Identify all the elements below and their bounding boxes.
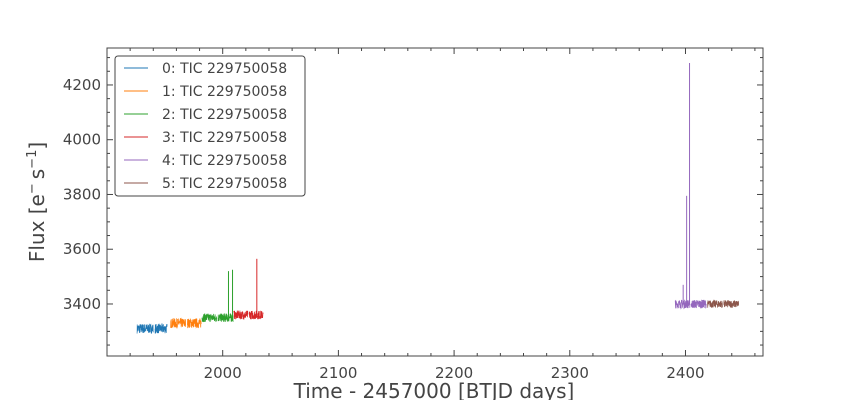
legend: 0: TIC 229750058 1: TIC 229750058 2: TIC 2…	[114, 55, 306, 197]
legend-entry-2: 2: TIC 229750058	[124, 107, 287, 123]
series-1-segment-0	[170, 317, 186, 329]
legend-label: 5: TIC 229750058	[162, 176, 287, 192]
series-4-segment-0	[674, 299, 691, 310]
x-axis-ticks: 2000 2100 2200 2300 2400	[129, 48, 756, 382]
y-tick-label: 4200	[63, 76, 101, 94]
series-0	[136, 323, 168, 334]
x-tick-label: 2400	[666, 364, 704, 382]
x-tick-label: 2000	[204, 364, 242, 382]
y-tick-label: 3600	[63, 240, 101, 258]
series-2	[201, 269, 234, 323]
series-4-segment-1	[690, 299, 707, 309]
y-tick-label: 4000	[63, 131, 101, 149]
series-1-segment-1	[187, 318, 202, 329]
y-tick-label: 3800	[63, 185, 101, 203]
legend-label: 4: TIC 229750058	[162, 153, 287, 169]
x-tick-label: 2100	[319, 364, 357, 382]
series-layer	[136, 63, 740, 334]
plot-area	[136, 63, 740, 334]
legend-entry-1: 1: TIC 229750058	[124, 84, 287, 100]
legend-entry-4: 4: TIC 229750058	[124, 153, 287, 169]
series-3	[233, 258, 264, 321]
series-1	[170, 317, 202, 329]
series-5-segment-1	[723, 300, 740, 308]
x-axis-label: Time - 2457000 [BTJD days]	[293, 379, 575, 400]
legend-label: 0: TIC 229750058	[162, 61, 287, 77]
legend-entry-5: 5: TIC 229750058	[124, 176, 287, 192]
series-0-segment-1	[154, 323, 168, 334]
x-tick-label: 2300	[551, 364, 589, 382]
legend-label: 3: TIC 229750058	[162, 130, 287, 146]
series-3-segment-0	[233, 310, 249, 321]
legend-entry-0: 0: TIC 229750058	[124, 61, 287, 77]
legend-label: 2: TIC 229750058	[162, 107, 287, 123]
y-axis-label: Flux [e−s−1]	[25, 142, 49, 262]
y-tick-label: 3400	[63, 295, 101, 313]
series-2-segment-0	[201, 313, 218, 323]
legend-box	[114, 55, 306, 197]
series-4	[674, 63, 707, 310]
y-axis-ticks: 3400 3600 3800 4000 4200	[63, 57, 763, 346]
series-3-segment-1	[248, 310, 264, 320]
series-2-segment-1	[217, 313, 234, 322]
x-tick-label: 2200	[435, 364, 473, 382]
series-5-segment-0	[707, 299, 723, 308]
series-5	[707, 299, 740, 308]
legend-entry-3: 3: TIC 229750058	[124, 130, 287, 146]
legend-label: 1: TIC 229750058	[162, 84, 287, 100]
series-0-segment-0	[136, 323, 154, 334]
legend-entries: 0: TIC 229750058 1: TIC 229750058 2: TIC 2…	[124, 61, 287, 192]
plot-frame	[106, 47, 764, 357]
